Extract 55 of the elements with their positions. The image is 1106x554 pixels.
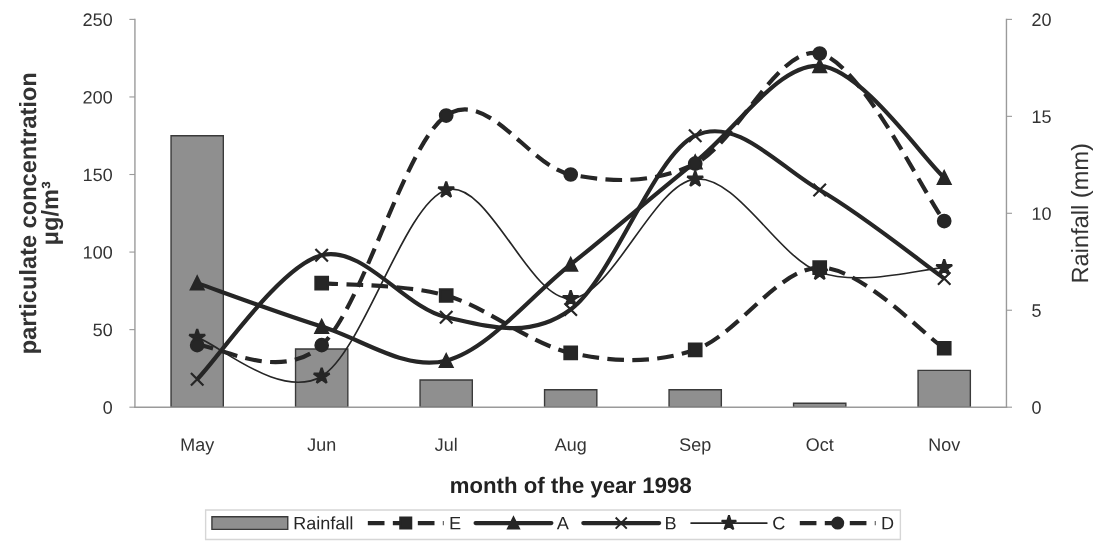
point [936,170,952,185]
x-tick-label: Jul [434,437,457,452]
y2-tick-label: 0 [1032,401,1041,414]
point [812,182,828,198]
point [189,371,205,387]
x-axis-title: month of the year 1998 [451,476,692,498]
y2-tick-label: 15 [1032,110,1051,124]
point [936,340,952,356]
point [563,302,579,317]
point [189,337,205,353]
legend-label: D [882,516,894,530]
legend-label: E [450,516,461,530]
point [314,319,330,334]
point [812,58,828,74]
point [437,180,456,198]
point [189,275,205,291]
point [686,169,705,188]
y-tick-label: 250 [83,13,113,27]
legend-label: B [666,516,676,530]
point [936,213,952,229]
point [314,337,330,353]
point [561,289,580,307]
y-tick-label: 50 [93,323,113,337]
point [314,247,330,263]
point [563,257,579,272]
point [438,108,454,123]
x-tick-label: Sep [679,438,711,455]
point [687,342,703,358]
legend-label: Rainfall [294,516,353,530]
y-tick-label: 100 [83,246,113,259]
y2-tick-label: 20 [1032,13,1051,27]
y-axis-title: particulate concentration μg/m³ [19,73,64,353]
point [314,275,330,291]
point [563,167,579,182]
x-tick-label: Aug [554,438,586,455]
point [936,271,952,286]
point [687,128,703,144]
point [812,46,828,61]
point [438,353,454,369]
point [438,309,454,325]
legend-label: A [556,516,569,530]
point [563,345,579,361]
y-tick-label: 200 [83,90,113,104]
y2-tick-label: 5 [1032,304,1041,317]
x-tick-label: May [181,438,215,455]
y2-tick-label: 10 [1032,207,1051,221]
y2-axis-title: Rainfall (mm) [1070,144,1093,282]
x-tick-label: Nov [929,438,961,452]
y-tick-label: 150 [83,168,113,182]
y-tick-label: 0 [103,401,112,414]
point [935,258,954,276]
point [438,288,454,303]
legend-label: C [773,516,785,530]
x-tick-label: Jun [307,438,336,452]
x-tick-label: Oct [806,438,834,452]
